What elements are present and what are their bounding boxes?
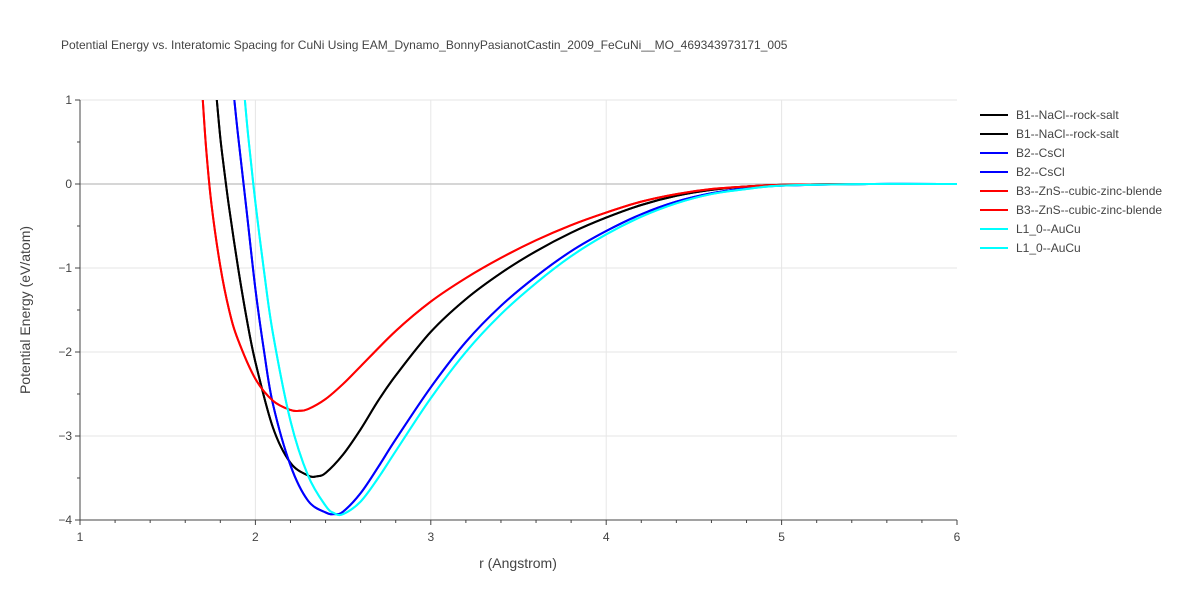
axes: 1 2 3 4 5 6 1 0 −1 −2 −3 −4 bbox=[58, 93, 960, 544]
series-line-5[interactable] bbox=[201, 100, 957, 413]
legend-item-4[interactable]: B2--CsCl bbox=[980, 162, 1162, 181]
legend-item-3[interactable]: B2--CsCl bbox=[980, 143, 1162, 162]
y-tick-label: −4 bbox=[58, 513, 72, 527]
series-layer bbox=[201, 100, 957, 517]
legend-label: B2--CsCl bbox=[1016, 145, 1065, 160]
legend-label: L1_0--AuCu bbox=[1016, 221, 1081, 236]
legend-label: B1--NaCl--rock-salt bbox=[1016, 126, 1119, 141]
legend-swatch bbox=[980, 113, 1008, 116]
legend-swatch bbox=[980, 246, 1008, 249]
legend-swatch bbox=[980, 170, 1008, 173]
legend-item-2[interactable]: B1--NaCl--rock-salt bbox=[980, 124, 1162, 143]
legend-label: L1_0--AuCu bbox=[1016, 240, 1081, 255]
series-line-3[interactable] bbox=[233, 100, 957, 516]
series-line-1[interactable] bbox=[215, 100, 957, 478]
x-axis-title: r (Angstrom) bbox=[479, 555, 557, 571]
legend-swatch bbox=[980, 227, 1008, 230]
y-tick-label: −3 bbox=[58, 429, 72, 443]
y-tick-label: 0 bbox=[65, 177, 72, 191]
legend-swatch bbox=[980, 208, 1008, 211]
x-tick-label: 6 bbox=[954, 530, 961, 544]
series-line-6[interactable] bbox=[201, 100, 957, 413]
legend-item-7[interactable]: L1_0--AuCu bbox=[980, 219, 1162, 238]
legend-swatch bbox=[980, 189, 1008, 192]
x-tick-label: 4 bbox=[603, 530, 610, 544]
y-tick-label: 1 bbox=[65, 93, 72, 107]
legend-label: B2--CsCl bbox=[1016, 164, 1065, 179]
legend-swatch bbox=[980, 151, 1008, 154]
legend: B1--NaCl--rock-salt B1--NaCl--rock-salt B2… bbox=[980, 105, 1162, 257]
x-tick-label: 5 bbox=[778, 530, 785, 544]
chart-title: Potential Energy vs. Interatomic Spacing… bbox=[61, 38, 788, 52]
y-tick-label: −1 bbox=[58, 261, 72, 275]
series-line-2[interactable] bbox=[215, 100, 957, 478]
legend-label: B3--ZnS--cubic-zinc-blende bbox=[1016, 183, 1163, 198]
x-tick-label: 3 bbox=[427, 530, 434, 544]
legend-item-1[interactable]: B1--NaCl--rock-salt bbox=[980, 105, 1162, 124]
legend-item-5[interactable]: B3--ZnS--cubic-zinc-blende bbox=[980, 181, 1162, 200]
y-axis-title: Potential Energy (eV/atom) bbox=[17, 226, 33, 394]
series-line-8[interactable] bbox=[243, 100, 957, 517]
legend-item-6[interactable]: B3--ZnS--cubic-zinc-blende bbox=[980, 200, 1162, 219]
legend-item-8[interactable]: L1_0--AuCu bbox=[980, 238, 1162, 257]
y-tick-label: −2 bbox=[58, 345, 72, 359]
grid bbox=[80, 99, 957, 520]
legend-label: B1--NaCl--rock-salt bbox=[1016, 107, 1119, 122]
legend-swatch bbox=[980, 132, 1008, 135]
x-tick-label: 1 bbox=[77, 530, 84, 544]
series-line-4[interactable] bbox=[233, 100, 957, 516]
legend-label: B3--ZnS--cubic-zinc-blende bbox=[1016, 202, 1163, 217]
x-tick-label: 2 bbox=[252, 530, 259, 544]
series-line-7[interactable] bbox=[243, 100, 957, 517]
